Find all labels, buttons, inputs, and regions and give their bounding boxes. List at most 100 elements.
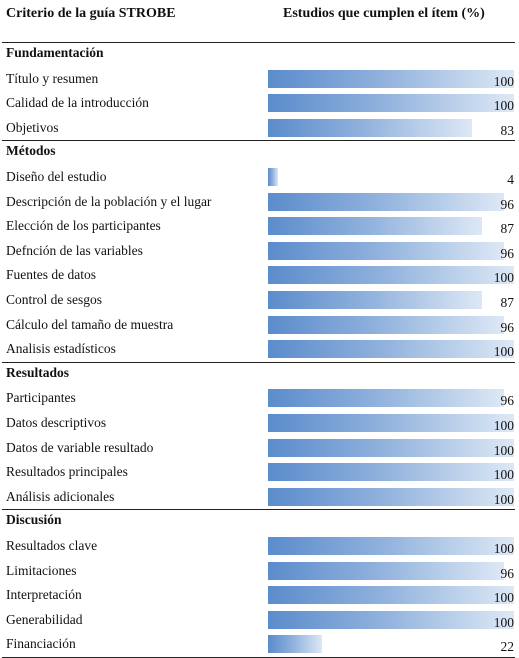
- percent-bar: [268, 217, 483, 236]
- percent-value: 100: [493, 590, 514, 606]
- percent-bar: [268, 241, 505, 260]
- criterion-label: Generabilidad: [6, 611, 83, 627]
- table-row: Participantes 96: [0, 386, 519, 411]
- criterion-label: Financiación: [6, 636, 76, 652]
- criterion-label: Descripción de la población y el lugar: [6, 193, 212, 209]
- table-row: Datos de variable resultado 100: [0, 436, 519, 461]
- table-row: Limitaciones 96: [0, 559, 519, 584]
- percent-value: 100: [493, 73, 514, 89]
- criterion-label: Objetivos: [6, 119, 59, 135]
- table-row: Resultados principales 100: [0, 460, 519, 485]
- criterion-label: Resultados clave: [6, 538, 98, 553]
- criterion-column-header: Criterio de la guía STROBE: [6, 6, 176, 21]
- section-label: Fundamentación: [6, 45, 104, 60]
- section-label: Resultados: [6, 364, 70, 380]
- percent-bar: [268, 463, 514, 482]
- table-row: Diseño del estudio 4: [0, 165, 519, 190]
- percent-bar: [268, 266, 514, 285]
- percent-bar: [268, 315, 505, 334]
- section-divider: [2, 361, 515, 363]
- percent-bar: [268, 414, 514, 432]
- criterion-label: Elección de los participantes: [6, 218, 161, 234]
- section-heading: Resultados: [0, 362, 519, 387]
- percent-value: 96: [500, 196, 515, 212]
- table-row: Generabilidad 100: [0, 608, 519, 633]
- percent-value: 87: [500, 295, 515, 310]
- percent-value: 100: [493, 418, 514, 433]
- table-header: Criterio de la guía STROBE Estudios que …: [0, 0, 519, 42]
- table-row: Calidad de la introducción 100: [0, 91, 519, 116]
- table-row: Defnción de las variables 96: [0, 239, 519, 264]
- criterion-label: Resultados principales: [6, 464, 128, 480]
- criterion-label: Participantes: [6, 390, 76, 406]
- section-divider: [2, 140, 515, 142]
- criterion-label: Diseño del estudio: [6, 169, 107, 184]
- table-row: Fuentes de datos 100: [0, 263, 519, 288]
- section-heading: Métodos: [0, 140, 519, 165]
- percent-value: 22: [500, 639, 515, 655]
- percent-value: 100: [493, 98, 514, 114]
- criterion-label: Fuentes de datos: [6, 267, 96, 283]
- section-heading: Fundamentación: [0, 42, 519, 67]
- percent-bar: [268, 438, 514, 457]
- percent-value: 4: [507, 172, 514, 187]
- table-row: Financiación 22: [0, 632, 519, 657]
- percent-value: 100: [493, 344, 514, 360]
- table-row: Descripción de la población y el lugar 96: [0, 190, 519, 215]
- section-heading: Discusión: [0, 509, 519, 534]
- criterion-label: Datos descriptivos: [6, 415, 107, 430]
- criterion-label: Defnción de las variables: [6, 242, 143, 258]
- header-divider: [2, 42, 515, 43]
- criterion-label: Interpretación: [6, 587, 82, 603]
- percent-bar: [268, 291, 483, 309]
- table-row: Cálculo del tamaño de muestra 96: [0, 313, 519, 338]
- percent-value: 100: [493, 442, 514, 458]
- percent-value: 96: [500, 565, 515, 581]
- percent-value: 100: [493, 270, 514, 286]
- percent-bar: [268, 561, 505, 580]
- table-row: Analisis estadísticos 100: [0, 337, 519, 362]
- percent-bar: [268, 389, 505, 408]
- percent-value: 100: [493, 541, 514, 556]
- percent-bar: [268, 168, 278, 186]
- percent-bar: [268, 586, 514, 605]
- table-row: Datos descriptivos 100: [0, 411, 519, 436]
- percent-column-header: Estudios que cumplen el ítem (%): [283, 6, 485, 21]
- percent-value: 100: [493, 614, 514, 630]
- percent-value: 83: [500, 122, 515, 138]
- percent-bar: [268, 635, 323, 654]
- criterion-label: Análisis adicionales: [6, 488, 115, 504]
- section-divider: [2, 509, 515, 511]
- percent-bar: [268, 610, 514, 629]
- percent-bar: [268, 340, 514, 359]
- percent-value: 100: [493, 467, 514, 483]
- criterion-label: Datos de variable resultado: [6, 439, 154, 455]
- table-row: Resultados clave 100: [0, 534, 519, 559]
- criterion-label: Calidad de la introducción: [6, 95, 149, 111]
- criterion-label: Control de sesgos: [6, 292, 102, 307]
- table-row: Análisis adicionales 100: [0, 485, 519, 510]
- percent-value: 96: [500, 319, 515, 335]
- criterion-label: Analisis estadísticos: [6, 341, 116, 357]
- table-row: Título y resumen 100: [0, 67, 519, 92]
- table-row: Elección de los participantes 87: [0, 214, 519, 239]
- section-label: Discusión: [6, 512, 62, 528]
- table-row: Interpretación 100: [0, 583, 519, 608]
- percent-value: 96: [500, 393, 515, 409]
- percent-bar: [268, 537, 514, 555]
- percent-bar: [268, 487, 514, 506]
- percent-value: 100: [493, 491, 514, 507]
- criterion-label: Título y resumen: [6, 70, 99, 86]
- percent-bar: [268, 118, 473, 137]
- section-label: Métodos: [6, 143, 56, 159]
- percent-bar: [268, 94, 514, 113]
- table-row: Control de sesgos 87: [0, 288, 519, 313]
- percent-bar: [268, 69, 514, 88]
- percent-value: 96: [500, 245, 515, 261]
- table-row: Objetivos 83: [0, 116, 519, 141]
- percent-value: 87: [500, 221, 515, 237]
- criterion-label: Cálculo del tamaño de muestra: [6, 316, 174, 332]
- percent-bar: [268, 192, 505, 211]
- criterion-label: Limitaciones: [6, 562, 77, 578]
